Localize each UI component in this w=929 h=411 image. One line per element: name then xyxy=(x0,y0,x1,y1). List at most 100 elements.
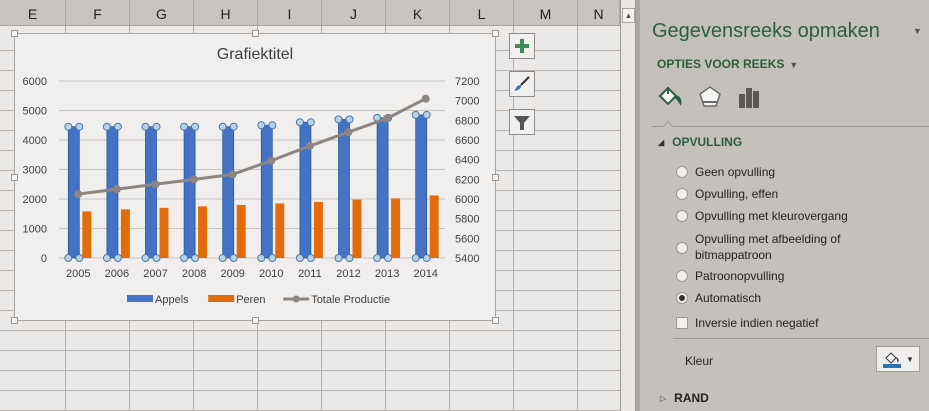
selection-handle[interactable] xyxy=(411,110,420,119)
selection-handle[interactable] xyxy=(257,254,266,262)
selection-handle[interactable] xyxy=(306,254,315,262)
selection-handle[interactable] xyxy=(180,254,189,262)
radio-button-selected[interactable] xyxy=(676,292,688,304)
column-header-N[interactable]: N xyxy=(578,0,620,26)
resize-handle-br[interactable] xyxy=(492,317,499,324)
chart-plot[interactable]: 0 1000 2000 3000 4000 5000 6000 5400 5600 5800 600… xyxy=(15,34,497,322)
selection-handle[interactable] xyxy=(75,122,84,131)
selection-handle[interactable] xyxy=(141,122,150,131)
legend-entry[interactable]: Totale Productie xyxy=(311,294,390,306)
line-marker[interactable] xyxy=(74,190,83,199)
radio-button[interactable] xyxy=(676,242,688,254)
column-header-I[interactable]: I xyxy=(258,0,322,26)
selection-handle[interactable] xyxy=(384,254,393,262)
column-header-M[interactable]: M xyxy=(514,0,578,26)
column-header-J[interactable]: J xyxy=(322,0,386,26)
vertical-scrollbar[interactable]: ▲ xyxy=(620,0,636,411)
column-header-K[interactable]: K xyxy=(386,0,450,26)
selection-handle[interactable] xyxy=(113,254,122,262)
series-options-dropdown[interactable]: OPTIES VOOR REEKS ▼ xyxy=(657,57,798,71)
selection-handle[interactable] xyxy=(257,121,266,130)
chart-area[interactable]: Grafiektitel 0 1000 2000 3000 4000 5000 6000 54… xyxy=(11,30,499,324)
column-header-E[interactable]: E xyxy=(0,0,66,26)
effects-tab[interactable] xyxy=(697,85,723,116)
selection-handle[interactable] xyxy=(191,122,200,131)
selection-handle[interactable] xyxy=(152,122,161,131)
bar-appels[interactable] xyxy=(376,117,389,259)
invert-if-negative-checkbox[interactable]: Inversie indien negatief xyxy=(676,316,818,330)
column-header-L[interactable]: L xyxy=(450,0,514,26)
resize-handle-r[interactable] xyxy=(492,174,499,181)
bar-peren[interactable] xyxy=(391,198,401,258)
bar-peren[interactable] xyxy=(352,199,362,258)
bar-peren[interactable] xyxy=(198,206,208,258)
fill-line-tab[interactable] xyxy=(656,85,684,116)
line-marker[interactable] xyxy=(151,180,160,189)
bar-appels[interactable] xyxy=(338,118,350,259)
selection-handle[interactable] xyxy=(295,118,304,127)
chart-title[interactable]: Grafiektitel xyxy=(216,46,294,63)
radio-picture-fill[interactable]: Opvulling met afbeelding of bitmappatroo… xyxy=(676,231,856,263)
resize-handle-tl[interactable] xyxy=(11,30,18,37)
selection-handle[interactable] xyxy=(152,254,161,262)
line-marker[interactable] xyxy=(421,94,430,103)
bar-peren[interactable] xyxy=(236,204,246,258)
resize-handle-l[interactable] xyxy=(11,174,18,181)
bar-appels[interactable] xyxy=(183,126,196,259)
bar-peren[interactable] xyxy=(82,211,92,258)
resize-handle-b[interactable] xyxy=(252,317,259,324)
line-marker[interactable] xyxy=(344,128,353,137)
radio-button[interactable] xyxy=(676,188,688,200)
legend-entry[interactable]: Peren xyxy=(236,294,265,306)
radio-button[interactable] xyxy=(676,270,688,282)
chart-styles-button[interactable] xyxy=(509,71,535,97)
fill-section-header[interactable]: ◢ OPVULLING xyxy=(658,135,742,149)
bar-peren[interactable] xyxy=(275,203,285,258)
chart-elements-button[interactable] xyxy=(509,33,535,59)
selection-handle[interactable] xyxy=(102,122,111,131)
selection-handle[interactable] xyxy=(191,254,200,262)
selection-handle[interactable] xyxy=(218,254,227,262)
selection-handle[interactable] xyxy=(229,254,238,262)
radio-automatic[interactable]: Automatisch xyxy=(676,291,761,305)
bar-peren[interactable] xyxy=(159,207,169,258)
radio-button[interactable] xyxy=(676,166,688,178)
pane-options-dropdown-icon[interactable]: ▼ xyxy=(913,26,922,36)
fill-color-picker-button[interactable]: ▼ xyxy=(876,346,920,372)
selection-handle[interactable] xyxy=(229,122,238,131)
selection-handle[interactable] xyxy=(306,118,315,127)
series-options-tab[interactable] xyxy=(737,85,761,114)
selection-handle[interactable] xyxy=(113,122,122,131)
bar-appels[interactable] xyxy=(145,126,157,259)
selection-handle[interactable] xyxy=(268,121,277,130)
selection-handle[interactable] xyxy=(141,254,150,262)
bar-appels[interactable] xyxy=(222,126,235,259)
selection-handle[interactable] xyxy=(334,254,343,262)
radio-no-fill[interactable]: Geen opvulling xyxy=(676,165,775,179)
line-marker[interactable] xyxy=(228,170,237,179)
bar-appels[interactable] xyxy=(415,114,428,259)
border-section-header[interactable]: ▷ RAND xyxy=(660,391,709,405)
bar-appels[interactable] xyxy=(260,124,273,259)
line-marker[interactable] xyxy=(112,185,121,194)
bar-peren[interactable] xyxy=(313,201,323,258)
selection-handle[interactable] xyxy=(102,254,111,262)
legend-entry[interactable]: Appels xyxy=(155,294,189,306)
radio-solid-fill[interactable]: Opvulling, effen xyxy=(676,187,778,201)
selection-handle[interactable] xyxy=(345,115,354,124)
selection-handle[interactable] xyxy=(411,254,420,262)
scroll-up-arrow-icon[interactable]: ▲ xyxy=(622,8,635,23)
checkbox[interactable] xyxy=(676,317,688,329)
column-header-F[interactable]: F xyxy=(66,0,130,26)
selection-handle[interactable] xyxy=(334,115,343,124)
selection-handle[interactable] xyxy=(345,254,354,262)
selection-handle[interactable] xyxy=(180,122,189,131)
line-marker[interactable] xyxy=(383,114,392,123)
selection-handle[interactable] xyxy=(64,122,73,131)
resize-handle-tr[interactable] xyxy=(492,30,499,37)
column-header-G[interactable]: G xyxy=(130,0,194,26)
selection-handle[interactable] xyxy=(422,110,431,119)
radio-gradient-fill[interactable]: Opvulling met kleurovergang xyxy=(676,209,848,223)
bar-peren[interactable] xyxy=(120,209,130,258)
